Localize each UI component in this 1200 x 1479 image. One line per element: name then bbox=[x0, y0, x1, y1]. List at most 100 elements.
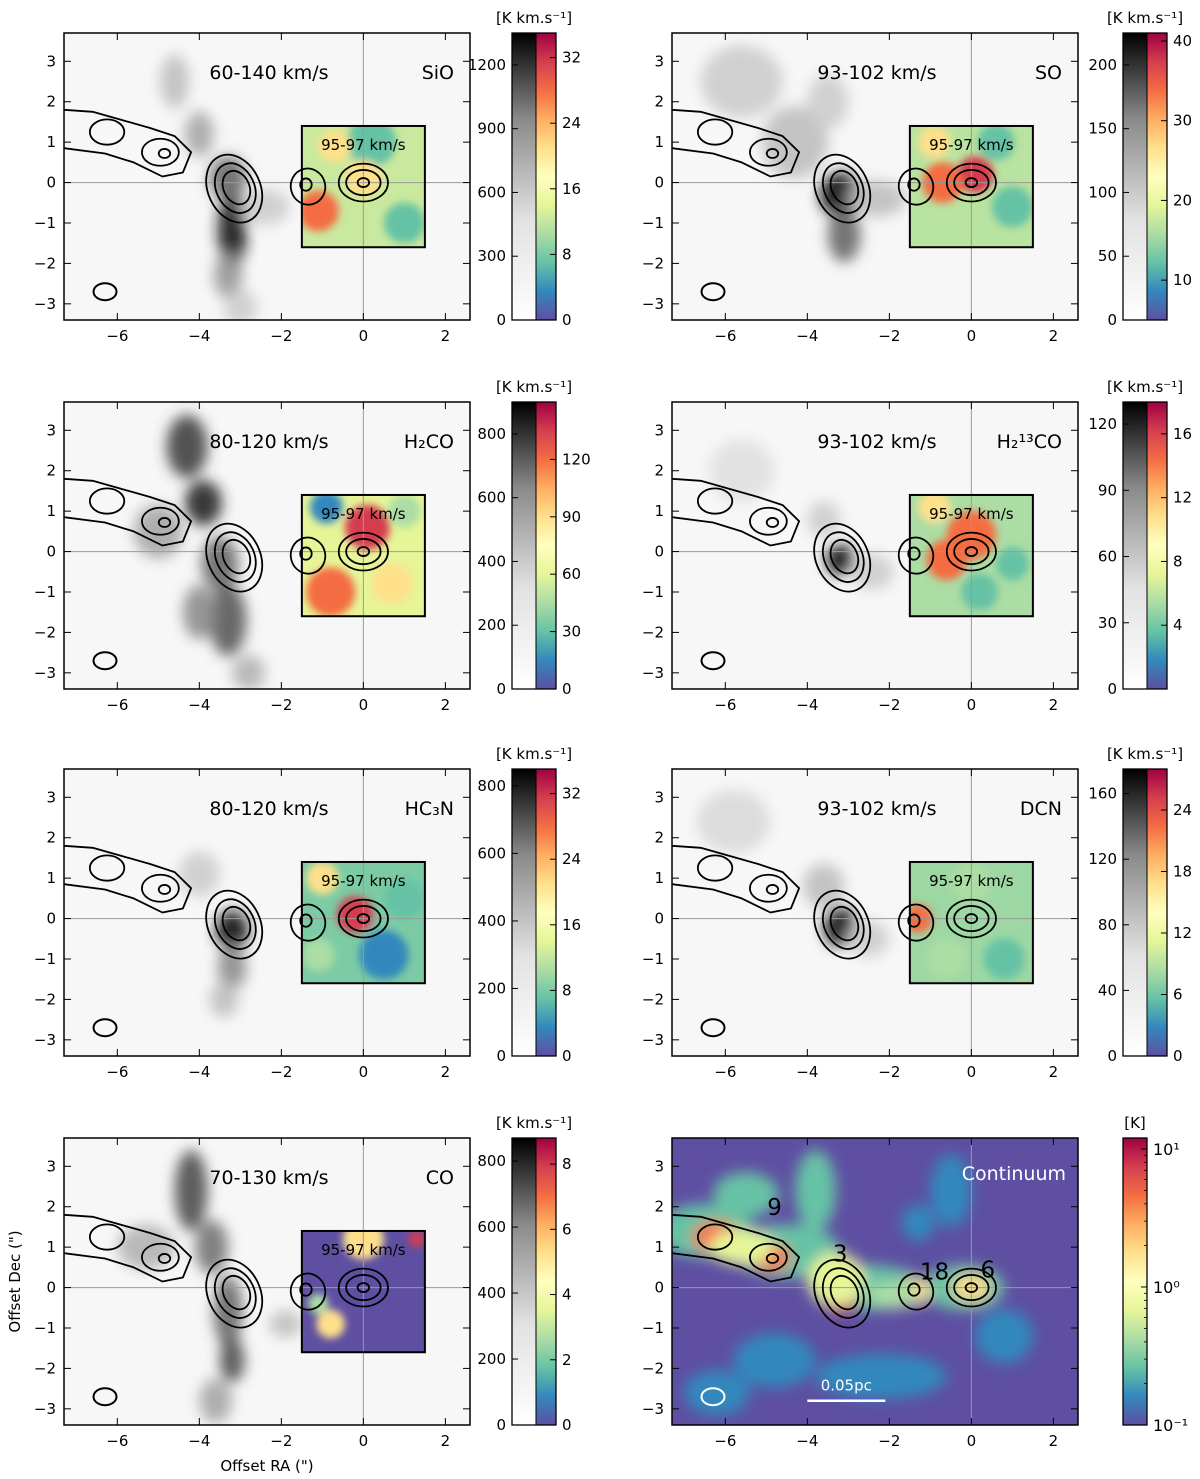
contour-source-6-level-3 bbox=[356, 1282, 371, 1293]
spectral-colorbar bbox=[536, 33, 556, 320]
colorbar-2: 0 50 100 150 200 10 20 30 40 [K km.s⁻¹] bbox=[1088, 9, 1192, 329]
contour-source-18-outer bbox=[289, 1272, 327, 1311]
scale-bar-label: 0.05pc bbox=[821, 1377, 872, 1395]
y-tick-label: 3 bbox=[654, 1157, 664, 1175]
gray-cbar-tick-label: 200 bbox=[477, 616, 506, 634]
contour-source-6-level-1 bbox=[945, 898, 997, 939]
gray-emission bbox=[700, 45, 906, 263]
x-tick-label: −4 bbox=[188, 1432, 210, 1450]
spectral-colorbar bbox=[536, 769, 556, 1056]
contour-source-18-inner bbox=[299, 546, 313, 561]
y-tick-label: 1 bbox=[654, 1238, 664, 1256]
gray-blob bbox=[223, 289, 257, 320]
contour-source-6-level-3 bbox=[356, 913, 371, 924]
colorbar-unit: [K km.s⁻¹] bbox=[496, 9, 572, 27]
x-tick-label: −4 bbox=[796, 327, 818, 345]
gray-cbar-tick-label: 400 bbox=[477, 1284, 506, 1302]
gray-blob bbox=[803, 863, 845, 909]
y-tick-label: −1 bbox=[642, 583, 664, 601]
contour-source-6-level-3 bbox=[964, 177, 979, 188]
y-tick-label: −1 bbox=[642, 1319, 664, 1337]
inset-frame bbox=[908, 860, 1034, 985]
y-tick-label: 0 bbox=[654, 174, 664, 192]
colorbar-unit: [K km.s⁻¹] bbox=[496, 745, 572, 763]
y-tick-label: −2 bbox=[34, 623, 56, 641]
gray-blob bbox=[269, 1310, 302, 1338]
continuum-cbar-tick-label: 10⁰ bbox=[1153, 1278, 1180, 1297]
color-cbar-tick-label: 12 bbox=[1173, 924, 1192, 942]
contour-source-9-mid bbox=[749, 873, 788, 903]
contour-source-9-inner bbox=[765, 884, 780, 895]
contour-source-9-inner bbox=[765, 517, 780, 528]
y-tick-label: 3 bbox=[654, 421, 664, 439]
gray-emission bbox=[133, 414, 265, 689]
beam-ellipse bbox=[700, 1018, 726, 1038]
contour-source-9-outer bbox=[672, 108, 800, 178]
gray-cbar-tick-label: 400 bbox=[477, 912, 506, 930]
inset-frame bbox=[908, 493, 1034, 618]
color-cbar-tick-label: 40 bbox=[1173, 32, 1192, 50]
contour-source-9-mid bbox=[141, 506, 180, 536]
contour-source-3-level-2 bbox=[821, 898, 865, 950]
inset-label: 95-97 km/s bbox=[321, 505, 406, 523]
colorbar-frame bbox=[511, 401, 557, 690]
gray-colorbar bbox=[1123, 402, 1147, 689]
colorbar-frame bbox=[511, 768, 557, 1057]
gray-blob bbox=[133, 504, 183, 559]
y-tick-label: −3 bbox=[642, 295, 664, 313]
colorbar-7: 0 200 400 600 800 0 2 4 6 8 [K km.s⁻¹] bbox=[477, 1114, 572, 1434]
panel-image bbox=[672, 1138, 1078, 1425]
contour-source-3-level-2 bbox=[213, 898, 257, 950]
velocity-range-label: 93-102 km/s bbox=[817, 798, 936, 820]
gray-colorbar bbox=[512, 1138, 536, 1425]
gray-cbar-tick-label: 150 bbox=[1088, 120, 1117, 138]
gray-blob bbox=[696, 789, 771, 854]
y-tick-label: −2 bbox=[34, 1359, 56, 1377]
inset-blob bbox=[383, 877, 425, 919]
contour-source-18-outer bbox=[289, 903, 327, 942]
contour-source-9-outer bbox=[672, 1213, 800, 1283]
x-tick-label: −2 bbox=[270, 1063, 292, 1081]
color-cbar-tick-label: 6 bbox=[1173, 986, 1183, 1004]
contour-source-6-level-1 bbox=[337, 531, 389, 572]
y-tick-label: −2 bbox=[642, 254, 664, 272]
inset-emission bbox=[918, 494, 1029, 611]
contour-source-6-level-3 bbox=[356, 177, 371, 188]
y-tick-label: −1 bbox=[34, 583, 56, 601]
y-tick-label: 1 bbox=[654, 133, 664, 151]
colorbar-5: 0 200 400 600 800 0 8 16 24 32 [K km.s⁻¹] bbox=[477, 745, 581, 1065]
inset-label: 95-97 km/s bbox=[929, 505, 1014, 523]
contour-source-9-inner bbox=[157, 517, 172, 528]
colorbar-unit: [K km.s⁻¹] bbox=[1107, 745, 1183, 763]
gray-cbar-tick-label: 400 bbox=[477, 552, 506, 570]
y-tick-label: 0 bbox=[46, 910, 56, 928]
panel-frame bbox=[63, 1137, 471, 1426]
gray-blob bbox=[219, 1337, 245, 1383]
colorbar-frame bbox=[511, 32, 557, 321]
molecule-label: HC₃N bbox=[405, 798, 454, 820]
x-tick-label: 0 bbox=[967, 1432, 977, 1450]
gray-cbar-tick-label: 1200 bbox=[468, 56, 506, 74]
colorbar-unit: [K km.s⁻¹] bbox=[1107, 378, 1183, 396]
y-tick-label: 3 bbox=[46, 1157, 56, 1175]
source-label-3: 3 bbox=[833, 1241, 848, 1267]
y-tick-label: 0 bbox=[654, 910, 664, 928]
contour-source-3-level-1 bbox=[813, 1258, 872, 1329]
inset-blob bbox=[387, 494, 421, 528]
gray-cbar-tick-label: 800 bbox=[477, 777, 506, 795]
contour-source-18-inner bbox=[299, 913, 313, 928]
inset-label: 95-97 km/s bbox=[321, 1241, 406, 1259]
contour-source-9-mid bbox=[141, 1242, 180, 1272]
color-cbar-tick-label: 8 bbox=[562, 1155, 572, 1173]
contour-source-18-inner bbox=[907, 1282, 921, 1297]
gray-blob bbox=[823, 906, 857, 947]
contour-source-9-mid bbox=[141, 137, 180, 167]
y-tick-label: 3 bbox=[46, 421, 56, 439]
gray-cbar-tick-label: 0 bbox=[496, 1416, 506, 1434]
gray-cbar-tick-label: 200 bbox=[477, 979, 506, 997]
inset-frame bbox=[300, 124, 426, 249]
gray-cbar-tick-label: 0 bbox=[1107, 680, 1117, 698]
contour-source-9-outer bbox=[64, 844, 192, 914]
gray-cbar-tick-label: 600 bbox=[477, 1218, 506, 1236]
color-cbar-tick-label: 90 bbox=[562, 508, 581, 526]
